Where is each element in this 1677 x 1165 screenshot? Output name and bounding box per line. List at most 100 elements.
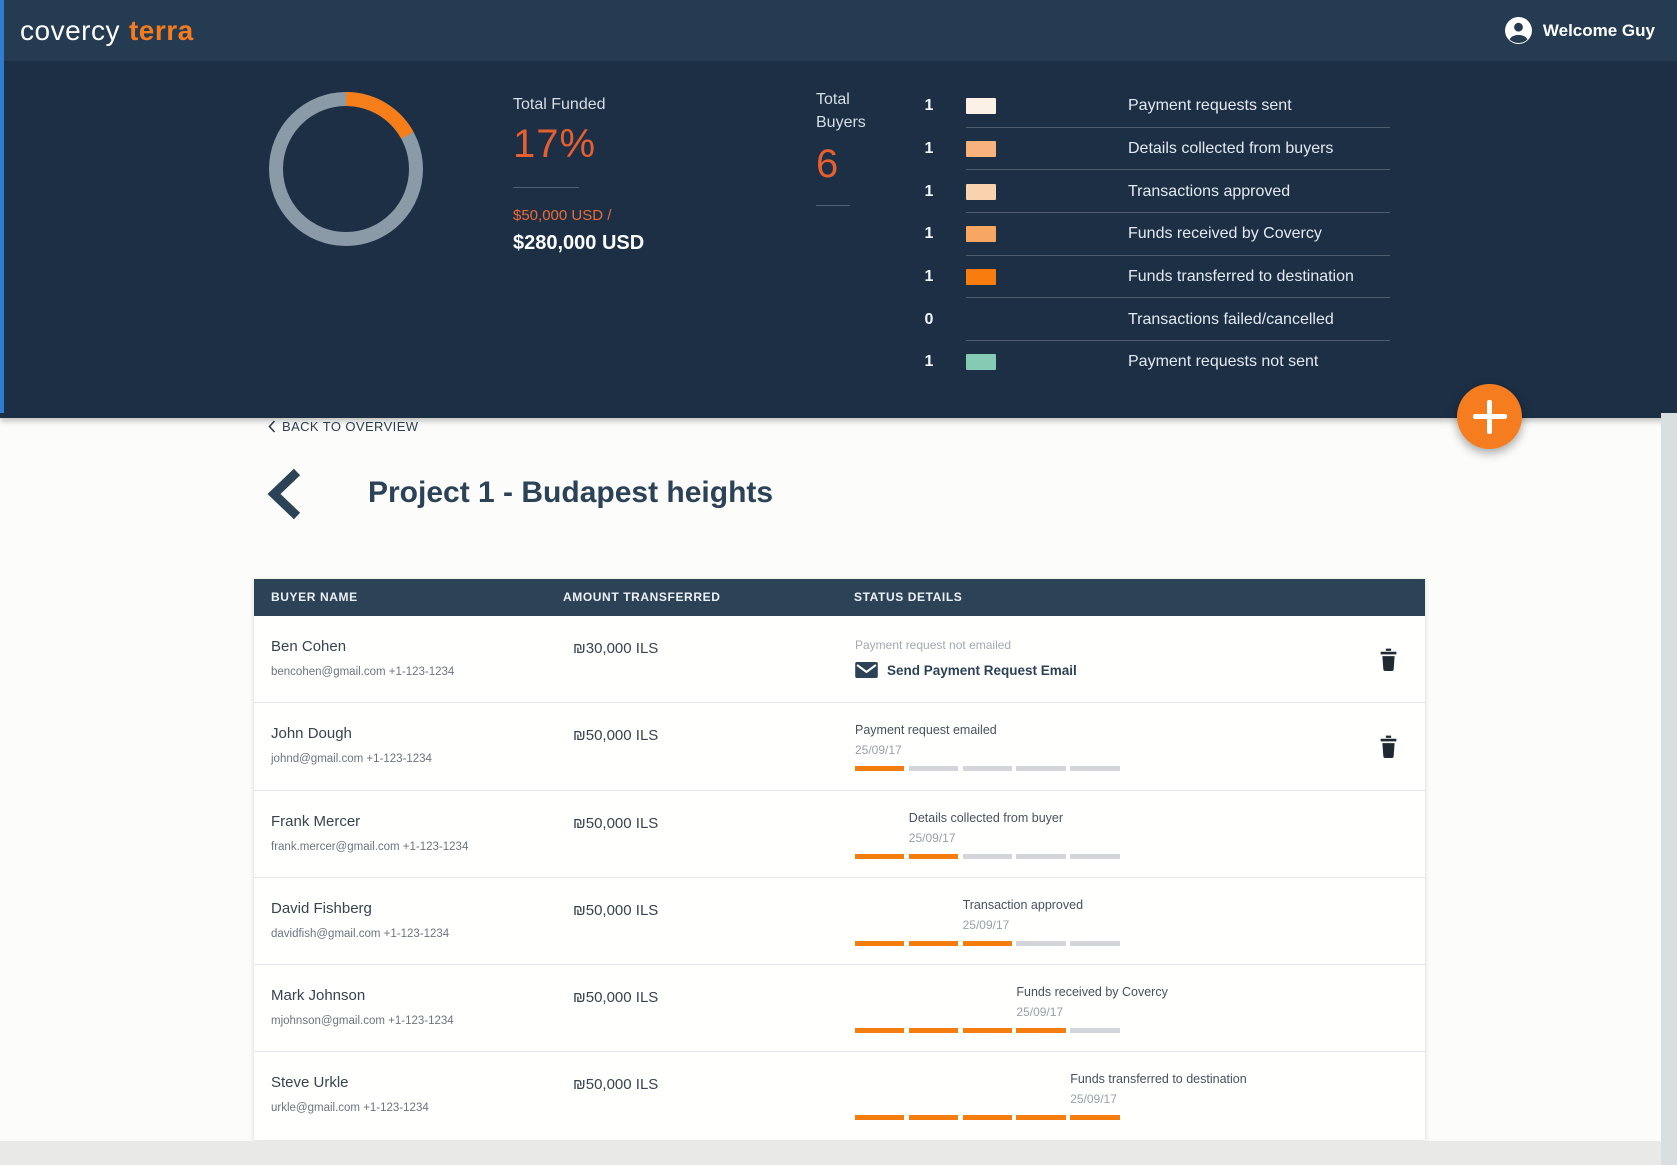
legend-row: 0 Transactions failed/cancelled <box>920 298 1390 341</box>
total-buyers-block: Total Buyers 6 <box>816 88 866 206</box>
page-bottom-strip <box>0 1141 1677 1165</box>
legend-swatch <box>966 226 996 243</box>
legend-row: 1 Payment requests sent <box>920 85 1390 128</box>
total-buyers-count: 6 <box>816 142 839 186</box>
status-details: Funds transferred to destination 25/09/1… <box>855 1052 1247 1139</box>
table-row: David Fishberg davidfish@gmail.com +1-12… <box>254 877 1425 966</box>
progress-segment <box>1016 1115 1066 1121</box>
progress-bar <box>855 1115 1120 1121</box>
progress-segment <box>908 766 959 772</box>
buyer-contact: bencohen@gmail.com +1-123-1234 <box>271 666 455 678</box>
legend-row: 1 Funds transferred to destination <box>920 256 1390 299</box>
buyer-contact: frank.mercer@gmail.com +1-123-1234 <box>271 840 469 853</box>
funded-percent: 17% <box>513 122 597 166</box>
table-header: BUYER NAME AMOUNT TRANSFERRED STATUS DET… <box>254 579 1425 616</box>
buyers-table: BUYER NAME AMOUNT TRANSFERRED STATUS DET… <box>254 579 1425 1140</box>
amount-transferred: ₪50,000 ILS <box>573 814 659 832</box>
legend-label: Transactions failed/cancelled <box>1128 310 1334 328</box>
total-funded-label: Total Funded <box>513 96 606 113</box>
progress-segment <box>1070 1115 1120 1121</box>
chevron-left-icon <box>268 420 276 433</box>
funded-donut-chart <box>269 92 423 246</box>
progress-segment <box>908 1028 959 1034</box>
progress-segment <box>962 766 1012 772</box>
back-chevron-button[interactable] <box>266 467 302 521</box>
column-status-details: STATUS DETAILS <box>854 590 963 604</box>
legend-swatch <box>966 141 996 158</box>
progress-segment <box>1016 766 1066 772</box>
legend-row: 1 Transactions approved <box>920 170 1390 213</box>
progress-segment <box>908 1115 959 1121</box>
progress-segment <box>908 853 959 859</box>
buyer-name: Mark Johnson <box>271 987 366 1005</box>
progress-segment <box>962 1028 1012 1034</box>
progress-bar <box>855 940 1120 946</box>
status-details: Payment request not emailed Send Payment… <box>855 616 1145 702</box>
status-date: 25/09/17 <box>908 830 956 845</box>
status-details: Payment request emailed 25/09/17 <box>855 703 1145 789</box>
buyer-contact: davidfish@gmail.com +1-123-1234 <box>271 927 450 940</box>
status-details: Transaction approved 25/09/17 <box>855 878 1145 964</box>
legend-row: 1 Payment requests not sent <box>920 341 1390 384</box>
buyer-name: David Fishberg <box>271 899 372 917</box>
progress-segment <box>855 940 905 946</box>
amount-transferred: ₪30,000 ILS <box>573 640 659 657</box>
progress-segment <box>1016 940 1066 946</box>
legend-label: Funds transferred to destination <box>1128 268 1354 286</box>
send-payment-request-button[interactable]: Send Payment Request Email <box>855 662 1077 678</box>
legend-swatch <box>966 183 996 200</box>
amount-transferred: ₪50,000 ILS <box>573 989 659 1007</box>
legend-swatch <box>966 269 996 286</box>
buyer-name: Frank Mercer <box>271 812 361 830</box>
legend-count: 1 <box>924 353 934 371</box>
add-buyer-fab[interactable] <box>1457 384 1522 449</box>
delete-button[interactable] <box>1378 648 1402 675</box>
legend-count: 1 <box>924 140 934 158</box>
legend-label: Payment requests sent <box>1128 97 1292 115</box>
progress-segment <box>855 1028 905 1034</box>
status-label: Funds transferred to destination <box>1070 1072 1247 1087</box>
buyer-contact: johnd@gmail.com +1-123-1234 <box>271 753 432 766</box>
legend-count: 1 <box>924 97 934 115</box>
legend-row: 1 Funds received by Covercy <box>920 213 1390 256</box>
trash-icon <box>1380 735 1397 759</box>
trash-icon <box>1380 648 1397 671</box>
amount-transferred: ₪50,000 ILS <box>573 1076 659 1094</box>
total-funded-block: Total Funded 17% $50,000 USD / $280,000 … <box>513 96 644 255</box>
project-summary-hero: Total Funded 17% $50,000 USD / $280,000 … <box>0 61 1677 418</box>
user-menu[interactable]: Welcome Guy <box>1504 0 1655 61</box>
buyer-contact: mjohnson@gmail.com +1-123-1234 <box>271 1015 454 1028</box>
divider <box>513 187 579 188</box>
top-nav: covercy terra Welcome Guy <box>0 0 1677 61</box>
table-row: Steve Urkle urkle@gmail.com +1-123-1234 … <box>254 1052 1425 1140</box>
progress-segment <box>962 853 1012 859</box>
progress-segment <box>855 766 905 772</box>
plus-icon <box>1487 399 1492 434</box>
column-amount-transferred: AMOUNT TRANSFERRED <box>563 590 721 604</box>
progress-segment <box>855 853 905 859</box>
legend-swatch <box>966 98 996 115</box>
legend-count: 1 <box>924 225 934 243</box>
progress-segment <box>1070 853 1120 859</box>
scrollbar[interactable] <box>1661 413 1677 1165</box>
status-label: Funds received by Covercy <box>1016 985 1168 1000</box>
welcome-text: Welcome Guy <box>1542 20 1655 40</box>
logo-terra: terra <box>128 14 194 46</box>
back-to-overview-link[interactable]: BACK TO OVERVIEW <box>268 419 418 434</box>
status-date: 25/09/17 <box>1070 1092 1117 1107</box>
page-title: Project 1 - Budapest heights <box>368 476 774 509</box>
progress-segment <box>962 1115 1012 1121</box>
status-note: Payment request not emailed <box>855 638 1012 652</box>
status-date: 25/09/17 <box>962 917 1010 932</box>
table-row: Mark Johnson mjohnson@gmail.com +1-123-1… <box>254 965 1425 1053</box>
table-row: John Dough johnd@gmail.com +1-123-1234 ₪… <box>254 703 1425 791</box>
progress-segment <box>1016 1028 1066 1034</box>
legend-count: 1 <box>924 268 934 286</box>
progress-bar <box>855 853 1120 859</box>
progress-segment <box>1016 853 1066 859</box>
progress-segment <box>1070 940 1120 946</box>
status-details: Details collected from buyer 25/09/17 <box>855 791 1145 877</box>
status-details: Funds received by Covercy 25/09/17 <box>855 965 1168 1051</box>
delete-button[interactable] <box>1378 735 1402 762</box>
